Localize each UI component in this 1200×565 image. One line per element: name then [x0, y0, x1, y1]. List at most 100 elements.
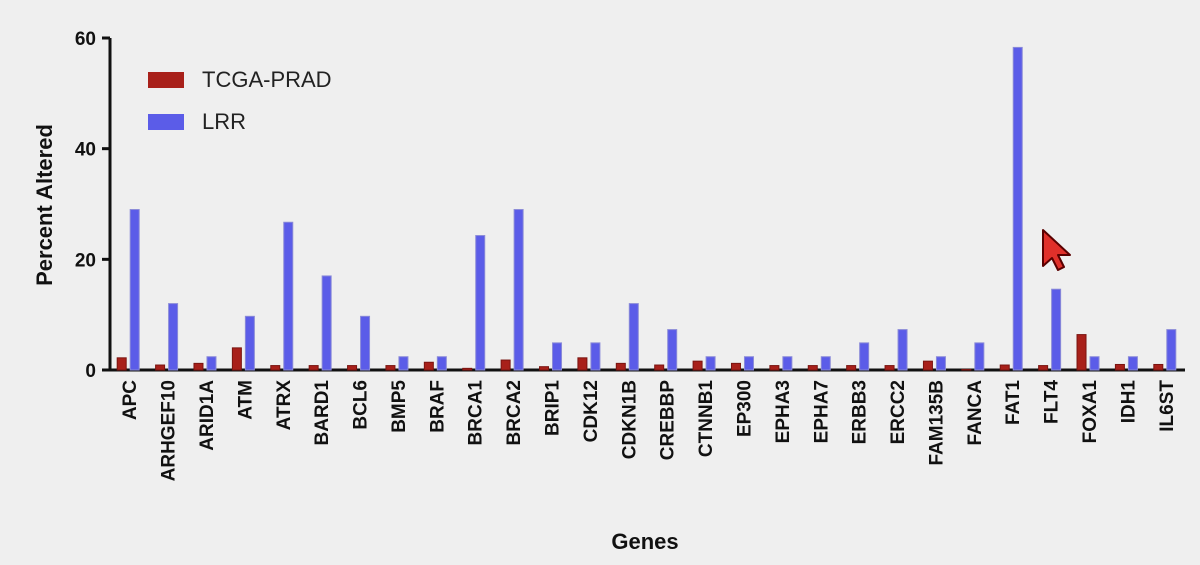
- bar-lrr-arhgef10: [168, 303, 179, 371]
- bar-lrr-ctnnb1: [705, 356, 716, 371]
- bar-tcga-prad-braf: [423, 361, 434, 371]
- bar-tcga-prad-ep300: [730, 362, 741, 371]
- bar-tcga-prad-fat1: [999, 364, 1010, 371]
- bar-lrr-bmp5: [398, 356, 409, 371]
- x-tick-label: ARID1A: [197, 380, 218, 451]
- bar-lrr-arid1a: [206, 356, 217, 371]
- bar-tcga-prad-epha7: [807, 365, 818, 371]
- y-tick-label: 60: [75, 29, 96, 50]
- bar-tcga-prad-brca1: [462, 367, 473, 371]
- legend: TCGA-PRAD LRR: [148, 67, 332, 134]
- bar-tcga-prad-arhgef10: [155, 364, 166, 371]
- bar-lrr-foxa1: [1089, 356, 1100, 371]
- x-tick-label: EPHA7: [811, 380, 832, 443]
- bar-tcga-prad-atrx: [270, 365, 281, 371]
- bar-lrr-bard1: [321, 275, 332, 371]
- x-tick-label: CDKN1B: [619, 380, 640, 459]
- x-tick-label: BRAF: [427, 380, 448, 433]
- bar-tcga-prad-bmp5: [385, 365, 396, 371]
- x-tick-label: IL6ST: [1157, 380, 1178, 432]
- x-tick-label: FLT4: [1042, 380, 1063, 424]
- x-tick-label: ERBB3: [850, 380, 871, 444]
- legend-label: LRR: [202, 109, 246, 134]
- bar-lrr-cdk12: [590, 342, 601, 371]
- bar-lrr-cdkn1b: [628, 303, 639, 371]
- bar-tcga-prad-bard1: [308, 365, 319, 371]
- legend-label: TCGA-PRAD: [202, 67, 332, 92]
- x-tick-label: FAT1: [1003, 380, 1024, 425]
- bar-lrr-atm: [244, 315, 255, 371]
- bar-lrr-il6st: [1166, 329, 1177, 371]
- bar-lrr-fat1: [1012, 46, 1023, 371]
- bar-tcga-prad-bcl6: [347, 365, 358, 371]
- bar-lrr-fanca: [974, 342, 985, 371]
- x-tick-label: ARHGEF10: [159, 380, 180, 481]
- x-tick-label: BRCA2: [504, 380, 525, 445]
- bar-lrr-bcl6: [360, 315, 371, 371]
- x-tick-label: BARD1: [312, 380, 333, 446]
- bar-tcga-prad-ercc2: [884, 365, 895, 371]
- x-tick-label: EP300: [734, 380, 755, 437]
- bar-tcga-prad-brip1: [539, 366, 550, 371]
- bar-tcga-prad-foxa1: [1076, 334, 1087, 371]
- x-tick-label: IDH1: [1118, 380, 1139, 424]
- bar-lrr-ercc2: [897, 329, 908, 371]
- x-axis-title: Genes: [611, 529, 678, 554]
- legend-swatch: [148, 114, 184, 130]
- bar-lrr-erbb3: [859, 342, 870, 371]
- bar-lrr-epha7: [820, 356, 831, 371]
- x-tick-label: BRIP1: [543, 380, 564, 436]
- bar-tcga-prad-atm: [231, 347, 242, 371]
- bar-lrr-atrx: [283, 221, 294, 371]
- x-tick-label: FAM135B: [926, 380, 947, 466]
- bar-lrr-fam135b: [935, 356, 946, 371]
- x-tick-label: ATM: [235, 380, 256, 420]
- bar-lrr-ep300: [743, 356, 754, 371]
- bar-tcga-prad-arid1a: [193, 362, 204, 371]
- x-tick-label: ERCC2: [888, 380, 909, 444]
- y-tick-label: 40: [75, 140, 96, 161]
- bar-lrr-brca2: [513, 209, 524, 371]
- bar-tcga-prad-il6st: [1153, 363, 1164, 371]
- bar-lrr-brip1: [552, 342, 563, 371]
- bar-lrr-apc: [129, 209, 140, 371]
- bar-tcga-prad-fam135b: [922, 360, 933, 371]
- bar-lrr-crebbp: [667, 329, 678, 371]
- bar-tcga-prad-idh1: [1114, 363, 1125, 371]
- bar-lrr-flt4: [1051, 288, 1062, 371]
- legend-swatch: [148, 72, 184, 88]
- y-tick-label: 20: [75, 250, 96, 271]
- bar-tcga-prad-crebbp: [654, 364, 665, 371]
- x-tick-label: EPHA3: [773, 380, 794, 443]
- bar-lrr-epha3: [782, 356, 793, 371]
- bar-tcga-prad-brca2: [500, 359, 511, 371]
- bar-lrr-brca1: [475, 235, 486, 371]
- bar-lrr-braf: [436, 356, 447, 371]
- y-tick-label: 0: [85, 361, 96, 382]
- y-axis-title: Percent Altered: [32, 124, 57, 286]
- bar-tcga-prad-ctnnb1: [692, 360, 703, 371]
- x-tick-label: BRCA1: [466, 380, 487, 446]
- bar-lrr-idh1: [1127, 356, 1138, 371]
- bar-tcga-prad-epha3: [769, 365, 780, 371]
- bars-group: [116, 46, 1177, 371]
- x-tick-label: CREBBP: [658, 380, 679, 461]
- bar-tcga-prad-cdkn1b: [615, 362, 626, 371]
- bar-tcga-prad-flt4: [1038, 365, 1049, 371]
- x-tick-label: APC: [120, 380, 141, 420]
- bar-tcga-prad-apc: [116, 357, 127, 371]
- x-tick-label: CTNNB1: [696, 380, 717, 457]
- x-tick-label: BCL6: [351, 380, 372, 430]
- x-tick-label: ATRX: [274, 380, 295, 431]
- x-tick-label: BMP5: [389, 380, 410, 433]
- x-tick-label: FANCA: [965, 380, 986, 446]
- x-tick-label: CDK12: [581, 380, 602, 442]
- labels-group: 0 20 40 60 APC ARHGEF10 ARID1A ATM ATRX BARD1 BCL6…: [75, 29, 1178, 481]
- cursor-arrow-icon: [1042, 229, 1071, 271]
- bar-tcga-prad-cdk12: [577, 357, 588, 371]
- bar-tcga-prad-fanca: [961, 368, 972, 371]
- x-tick-label: FOXA1: [1080, 380, 1101, 444]
- bar-tcga-prad-erbb3: [846, 365, 857, 371]
